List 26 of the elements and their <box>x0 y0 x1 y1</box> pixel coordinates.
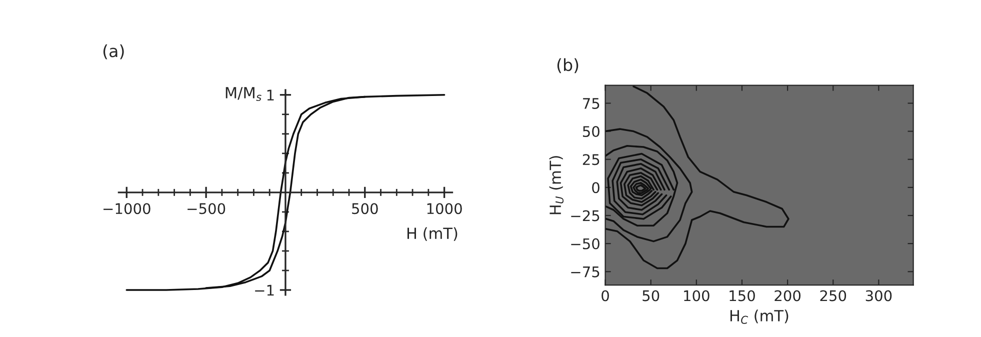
x-tick-label: 0 <box>602 290 609 302</box>
x-axis-title: H (mT) <box>407 227 458 241</box>
x-tick-label: 200 <box>774 290 800 302</box>
x-tick-label: −1000 <box>104 203 150 214</box>
x-tick-label: 50 <box>642 290 660 302</box>
x-tick-label: −500 <box>188 203 226 214</box>
y-tick-label: −75 <box>571 266 600 278</box>
y-tick-label: 0 <box>592 182 600 194</box>
y-tick-label: 25 <box>582 154 600 166</box>
x-tick-label: 100 <box>684 290 710 302</box>
y-tick-label: 50 <box>582 126 600 138</box>
x-tick-label: 150 <box>730 290 755 302</box>
y-tick-label: −1 <box>255 284 274 296</box>
chart-title: (b) <box>557 58 578 74</box>
y-axis-title: M/M$_{s}$ <box>226 87 262 101</box>
chart-title: (a) <box>103 44 124 60</box>
x-tick-label: 300 <box>866 290 892 302</box>
y-tick-label: −50 <box>571 238 600 250</box>
x-tick-label: 500 <box>352 203 378 214</box>
y-tick-label: −25 <box>571 210 600 222</box>
x-axis-title: H$_{C}$ (mT) <box>730 310 788 324</box>
y-axis-title: H$_{U}$ (mT) <box>549 156 564 214</box>
x-tick-label: 250 <box>820 290 846 302</box>
x-tick-label: 1000 <box>427 203 462 214</box>
y-tick-label: 75 <box>583 98 600 109</box>
y-tick-label: 1 <box>267 90 274 100</box>
